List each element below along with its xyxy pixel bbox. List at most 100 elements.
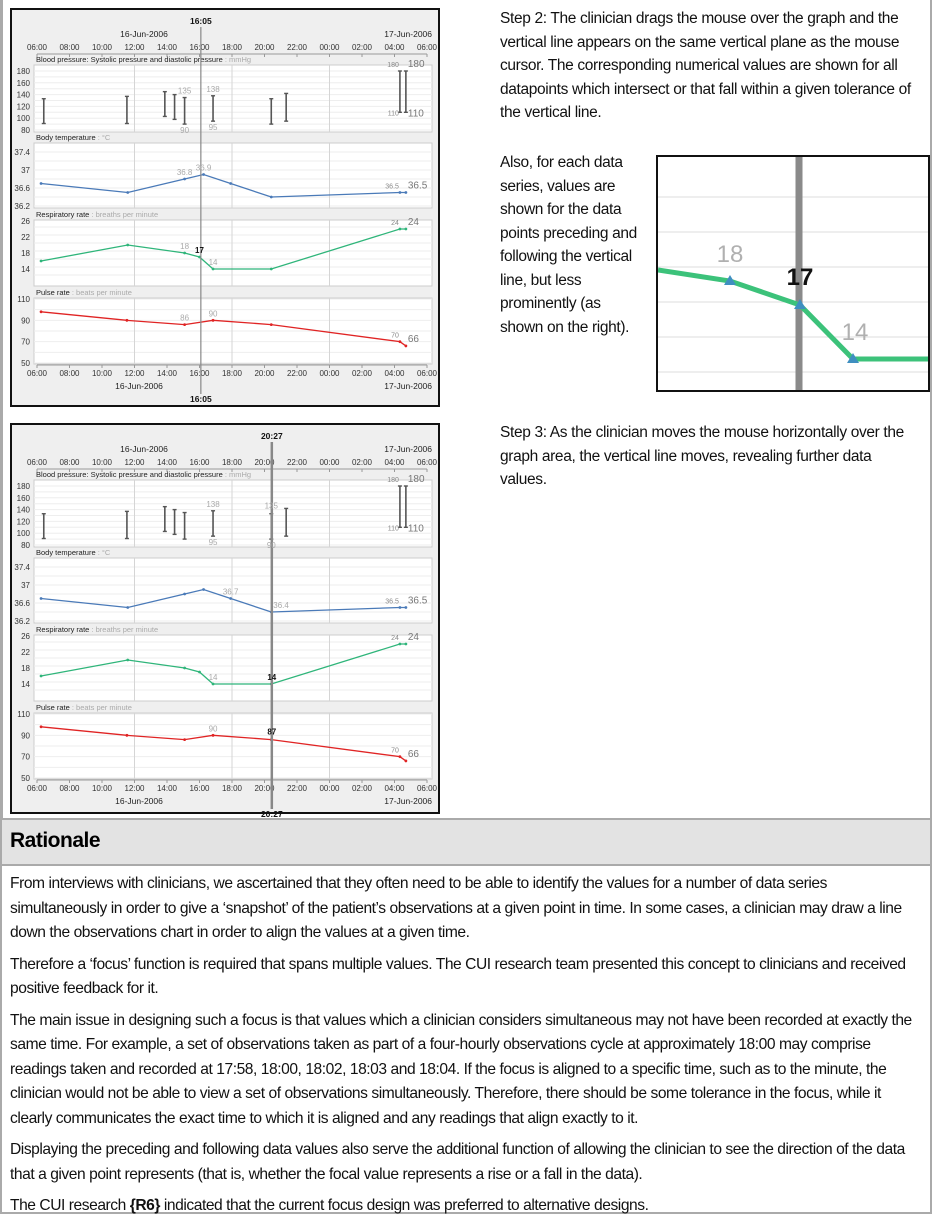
x-tick-label: 18:00 (222, 369, 243, 378)
y-tick-label: 180 (17, 482, 31, 491)
data-point (183, 592, 187, 596)
panel-unit: : °C (96, 548, 111, 557)
x-tick-label: 08:00 (59, 458, 80, 467)
x-tick-label: 20:00 (254, 784, 275, 793)
x-tick-label: 04:00 (384, 458, 405, 467)
data-point (404, 759, 408, 763)
panel-unit: : mmHg (223, 470, 251, 479)
x-tick-label: 02:00 (352, 458, 373, 467)
value-label-bp: 110 (408, 523, 424, 534)
value-label-resp: 14 (209, 258, 218, 267)
x-tick-label: 18:00 (222, 784, 243, 793)
panel-bp: Blood pressure: Systolic pressure and di… (17, 470, 433, 550)
value-label-bp: 180 (387, 62, 399, 69)
value-label-resp: 24 (391, 635, 399, 642)
date-label: 17-Jun-2006 (384, 29, 432, 39)
data-point (126, 658, 130, 662)
x-tick-label: 20:00 (254, 369, 275, 378)
data-point (398, 755, 402, 759)
y-tick-label: 22 (21, 233, 30, 242)
y-tick-label: 70 (21, 753, 30, 762)
frame-border (0, 0, 3, 818)
value-label-temp: 36.8 (177, 168, 193, 177)
value-label-resp: 17 (195, 246, 204, 255)
rationale-body: From interviews with clinicians, we asce… (0, 864, 932, 1214)
value-label-temp: 36.5 (385, 184, 399, 191)
y-tick-label: 80 (21, 541, 30, 550)
value-label-bp: 180 (387, 477, 399, 484)
y-tick-label: 90 (21, 731, 30, 740)
panel-unit: : breaths per minute (89, 625, 158, 634)
data-point (39, 259, 43, 263)
panel-title: Blood pressure: Systolic pressure and di… (36, 55, 251, 64)
y-tick-label: 80 (21, 126, 30, 135)
data-point (211, 733, 215, 737)
value-label-resp: 14 (267, 673, 276, 682)
text: indicated that the current focus design … (160, 1197, 649, 1214)
date-label: 17-Jun-2006 (384, 444, 432, 454)
value-label-temp: 36.7 (223, 588, 239, 597)
zoomed-inset-image: 18 17 14 (656, 155, 930, 392)
inset-label-prev: 18 (717, 241, 744, 268)
x-tick-label: 04:00 (384, 43, 405, 52)
x-tick-label: 06:00 (417, 369, 438, 378)
data-point (229, 597, 233, 600)
data-point (404, 191, 408, 194)
value-label-bp: 110 (408, 108, 424, 119)
y-tick-label: 120 (17, 517, 31, 526)
y-tick-label: 37.4 (14, 563, 30, 572)
x-tick-label: 06:00 (27, 369, 48, 378)
y-tick-label: 36.6 (14, 184, 30, 193)
x-tick-label: 10:00 (92, 369, 113, 378)
value-label-resp: 24 (408, 217, 420, 228)
panel-temp: Body temperature : °C 36.2 36.6 37 37.4 (14, 133, 433, 211)
y-tick-label: 120 (17, 102, 31, 111)
value-label-pulse: 90 (209, 724, 218, 733)
y-tick-label: 160 (17, 494, 31, 503)
x-tick-label: 06:00 (417, 43, 438, 52)
date-label: 16-Jun-2006 (115, 381, 163, 391)
value-label-pulse: 90 (209, 309, 218, 318)
data-point (126, 191, 130, 194)
panel-pulse: Pulse rate : beats per minute 50 70 90 110 (17, 288, 433, 368)
data-point (183, 666, 187, 670)
reference-link[interactable]: {R6} (129, 1197, 161, 1214)
date-label: 17-Jun-2006 (384, 796, 432, 806)
x-tick-label: 00:00 (319, 43, 340, 52)
data-point (398, 191, 402, 194)
rationale-header: Rationale (0, 818, 932, 866)
chart-svg: 16:05 16-Jun-2006 17-Jun-2006 06:00 06:00 08:… (14, 16, 438, 404)
data-point (125, 318, 129, 322)
y-tick-label: 90 (21, 316, 30, 325)
panel-temp: Body temperature : °C 36.2 36.6 37 37.4 (14, 548, 433, 626)
x-tick-label: 14:00 (157, 369, 178, 378)
rationale-paragraph: Displaying the preceding and following d… (10, 1141, 905, 1183)
y-tick-label: 100 (17, 114, 31, 123)
data-point (404, 642, 408, 646)
inset-label-next: 14 (842, 319, 869, 346)
panel-unit: : °C (96, 133, 111, 142)
observations-chart-step2[interactable]: 16:05 16-Jun-2006 17-Jun-2006 06:00 06:00 08:… (10, 8, 440, 407)
data-point (183, 177, 187, 181)
x-tick-label: 12:00 (124, 43, 145, 52)
x-tick-label: 22:00 (287, 369, 308, 378)
series-line-temp (40, 588, 406, 613)
data-point (183, 738, 187, 741)
y-tick-label: 14 (21, 680, 30, 689)
data-point (198, 670, 201, 674)
panel-title: Respiratory rate : breaths per minute (36, 625, 158, 634)
y-tick-label: 180 (17, 67, 31, 76)
y-tick-label: 37.4 (14, 148, 30, 157)
value-label-bp: 180 (408, 474, 425, 485)
y-tick-label: 18 (21, 249, 30, 258)
value-label-bp: 95 (209, 123, 218, 132)
y-tick-label: 36.2 (14, 202, 30, 211)
value-label-bp: 180 (408, 59, 425, 70)
value-label-pulse: 70 (391, 748, 399, 755)
panel-unit: : beats per minute (70, 288, 132, 297)
panel-unit: : breaths per minute (89, 210, 158, 219)
observations-chart-step3[interactable]: 20:27 16-Jun-2006 17-Jun-2006 06:00 06:00 08:… (10, 423, 440, 819)
frame-border (930, 0, 932, 818)
data-point (183, 323, 187, 326)
y-tick-label: 160 (17, 79, 31, 88)
